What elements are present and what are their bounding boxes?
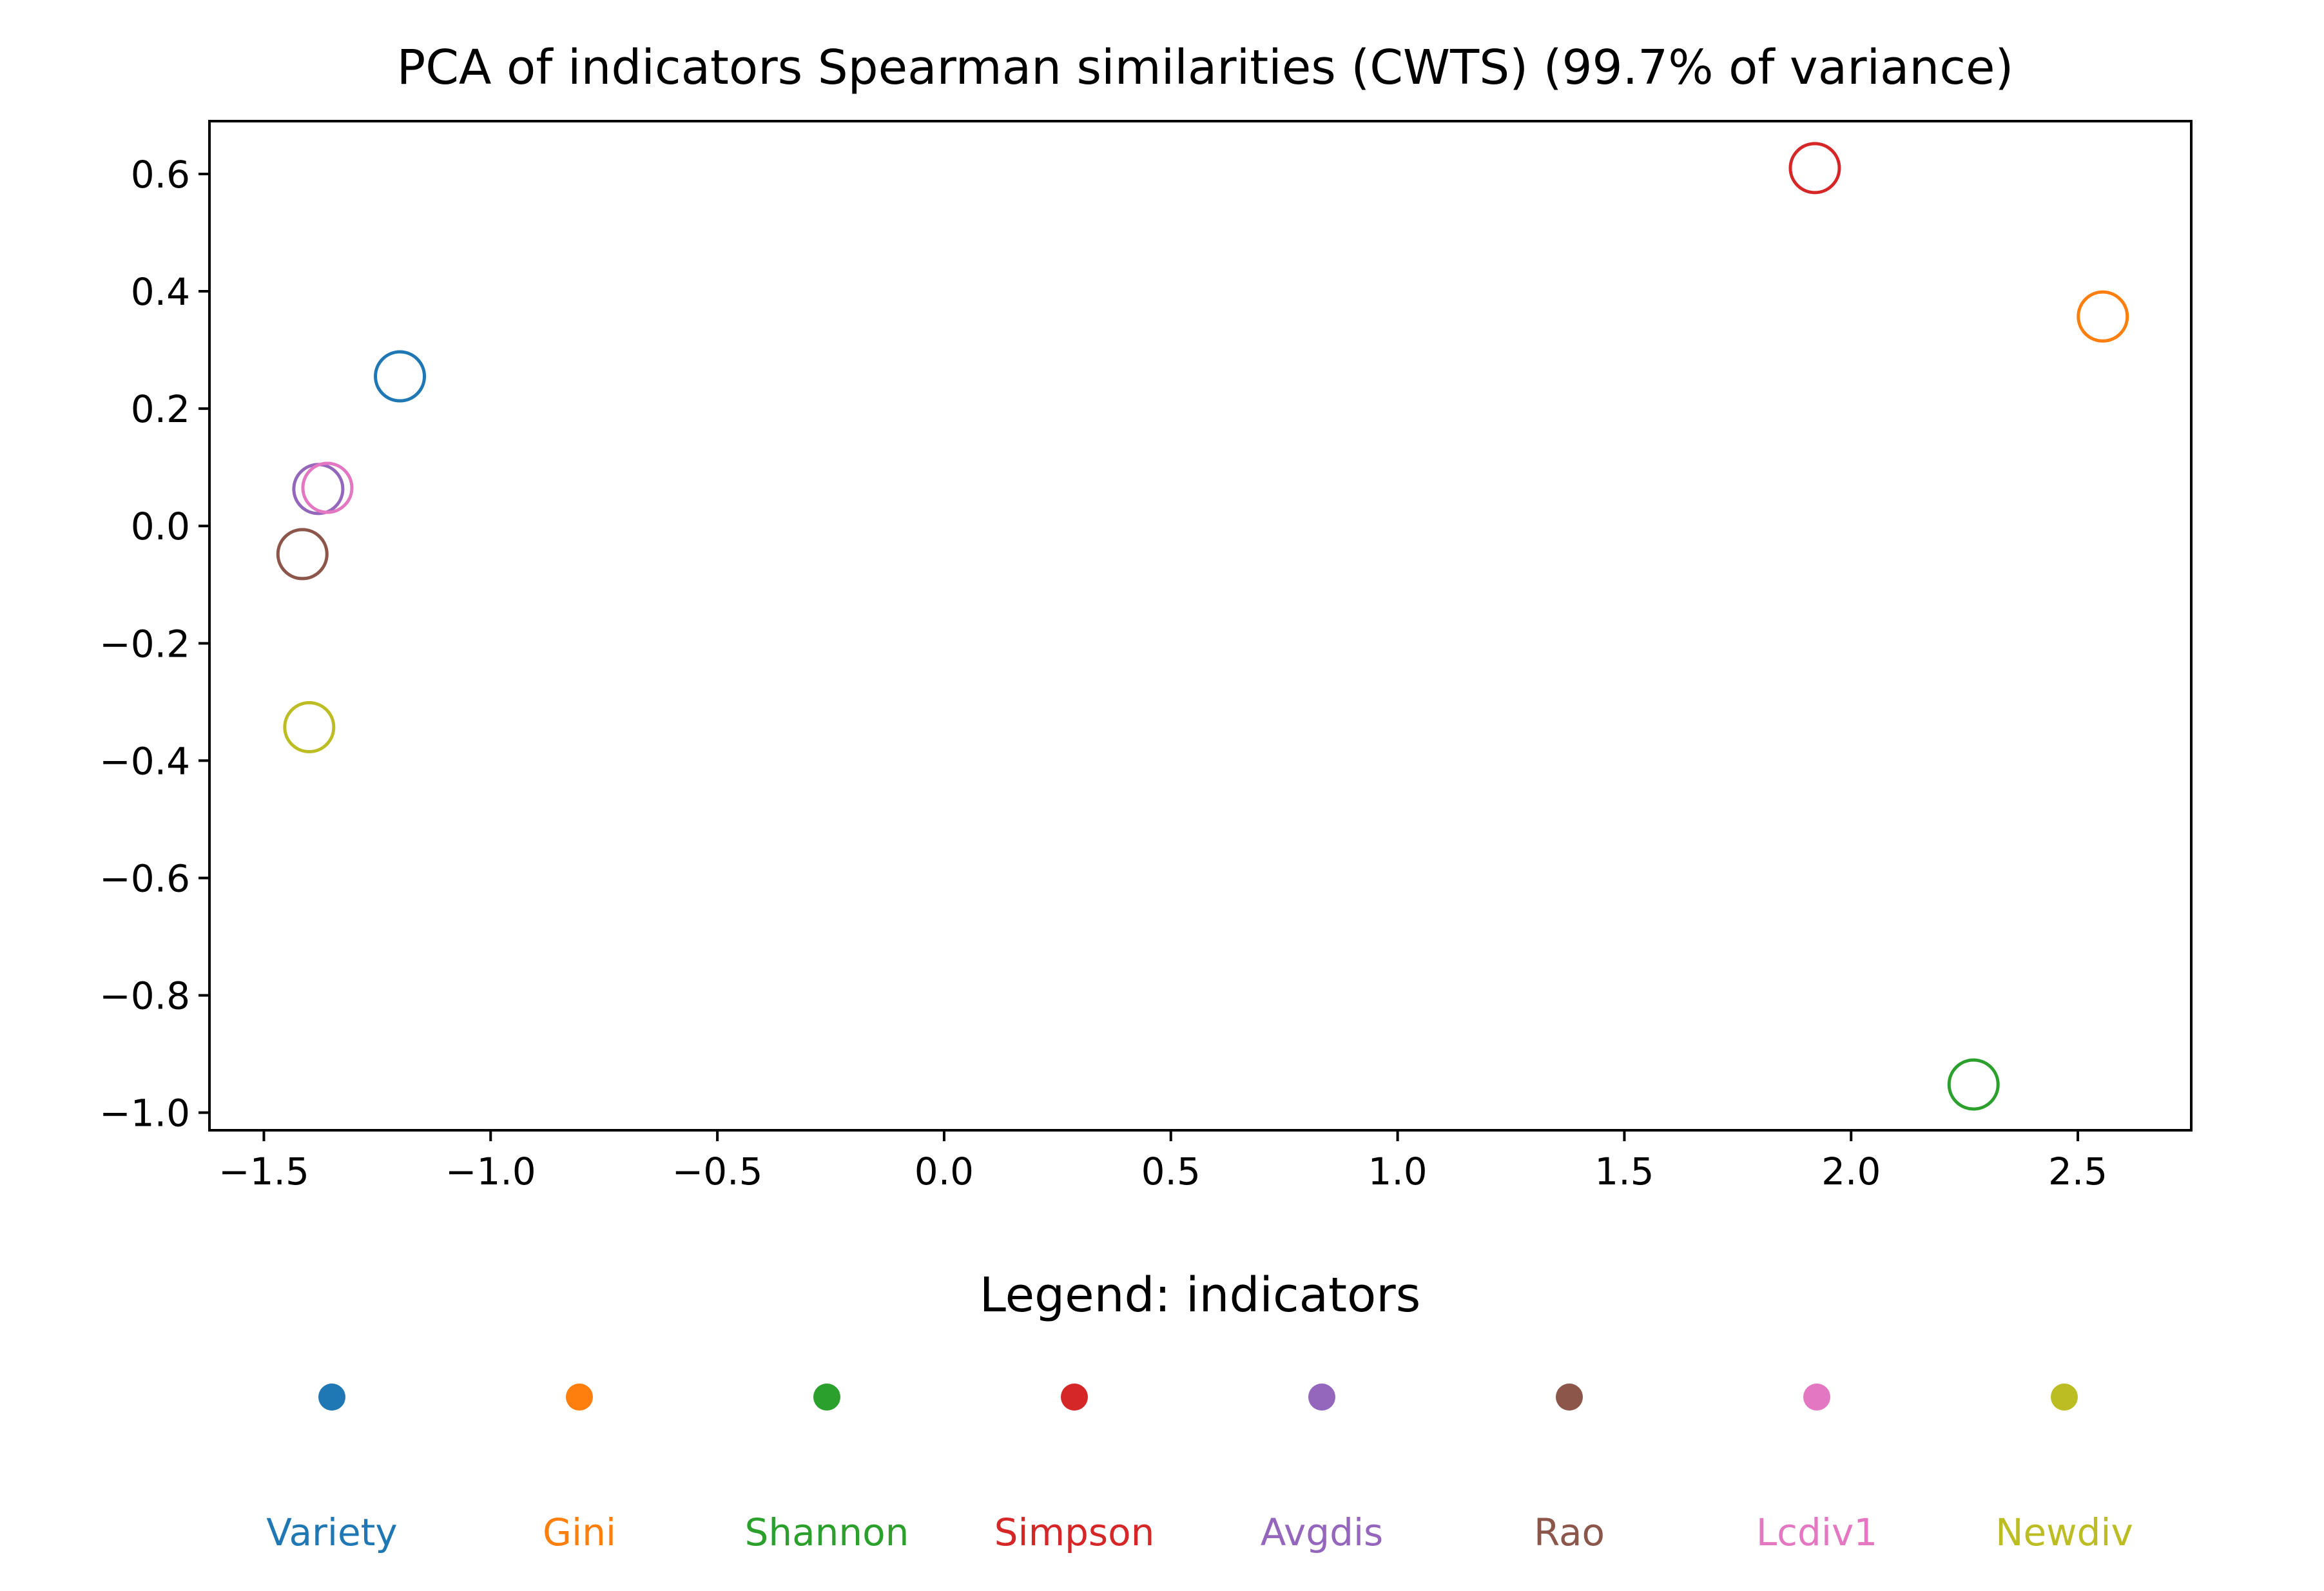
x-tick-label: 2.0 xyxy=(1821,1150,1881,1193)
y-axis: 0.6 0.4 0.2 0.0 −0.2 −0.4 −0.6 −0.8 −1.0 xyxy=(99,153,209,1135)
legend-label-newdiv: Newdiv xyxy=(1995,1510,2133,1554)
legend-marker-newdiv xyxy=(2051,1384,2078,1411)
x-tick-label: 2.5 xyxy=(2048,1150,2107,1193)
x-tick-label: 0.0 xyxy=(915,1150,974,1193)
data-point-rao xyxy=(276,528,329,581)
y-tick-label: −1.0 xyxy=(99,1092,190,1135)
legend-marker-variety xyxy=(318,1384,345,1411)
data-point-shannon xyxy=(1947,1058,2000,1111)
legend-marker-avgdis xyxy=(1308,1384,1335,1411)
legend-label-shannon: Shannon xyxy=(745,1510,909,1554)
legend-label-variety: Variety xyxy=(266,1510,397,1554)
x-axis: −1.5 −1.0 −0.5 0.0 0.5 1.0 1.5 2.0 2.5 xyxy=(218,1130,2107,1193)
legend-label-simpson: Simpson xyxy=(994,1510,1155,1554)
x-tick-label: 1.0 xyxy=(1368,1150,1427,1193)
y-tick-label: −0.4 xyxy=(99,739,190,783)
x-tick-label: −1.5 xyxy=(218,1150,309,1193)
legend-label-rao: Rao xyxy=(1534,1510,1605,1554)
data-point-variety xyxy=(374,350,427,403)
y-tick-label: 0.6 xyxy=(131,153,190,197)
legend-marker-simpson xyxy=(1061,1384,1088,1411)
legend-title: Legend: indicators xyxy=(980,1268,1421,1323)
data-point-simpson xyxy=(1788,142,1841,195)
data-points xyxy=(276,142,2129,1111)
data-point-gini xyxy=(2077,290,2129,343)
y-tick-label: 0.0 xyxy=(131,505,190,548)
data-point-lcdiv1 xyxy=(301,461,354,514)
legend-marker-shannon xyxy=(813,1384,840,1411)
legend: Variety Gini Shannon Simpson Avgdis Rao Lcdiv1… xyxy=(266,1384,2133,1554)
x-tick-label: −0.5 xyxy=(672,1150,763,1193)
chart-title: PCA of indicators Spearman similarities … xyxy=(397,40,2014,95)
y-tick-label: 0.2 xyxy=(131,387,190,431)
legend-label-gini: Gini xyxy=(543,1510,616,1554)
plot-area: −1.5 −1.0 −0.5 0.0 0.5 1.0 1.5 2.0 2.5 0.6 0.4 0.2… xyxy=(99,120,2193,1193)
legend-marker-gini xyxy=(566,1384,593,1411)
x-tick-label: 1.5 xyxy=(1594,1150,1654,1193)
plot-frame xyxy=(208,120,2193,1132)
legend-marker-lcdiv1 xyxy=(1803,1384,1830,1411)
y-tick-label: −0.8 xyxy=(99,974,190,1018)
legend-marker-rao xyxy=(1556,1384,1583,1411)
legend-label-avgdis: Avgdis xyxy=(1261,1510,1384,1554)
y-tick-label: 0.4 xyxy=(131,270,190,314)
x-tick-label: 0.5 xyxy=(1141,1150,1201,1193)
x-tick-label: −1.0 xyxy=(445,1150,536,1193)
y-tick-label: −0.2 xyxy=(99,622,190,666)
data-point-newdiv xyxy=(283,701,336,754)
y-tick-label: −0.6 xyxy=(99,857,190,901)
legend-label-lcdiv1: Lcdiv1 xyxy=(1756,1510,1877,1554)
